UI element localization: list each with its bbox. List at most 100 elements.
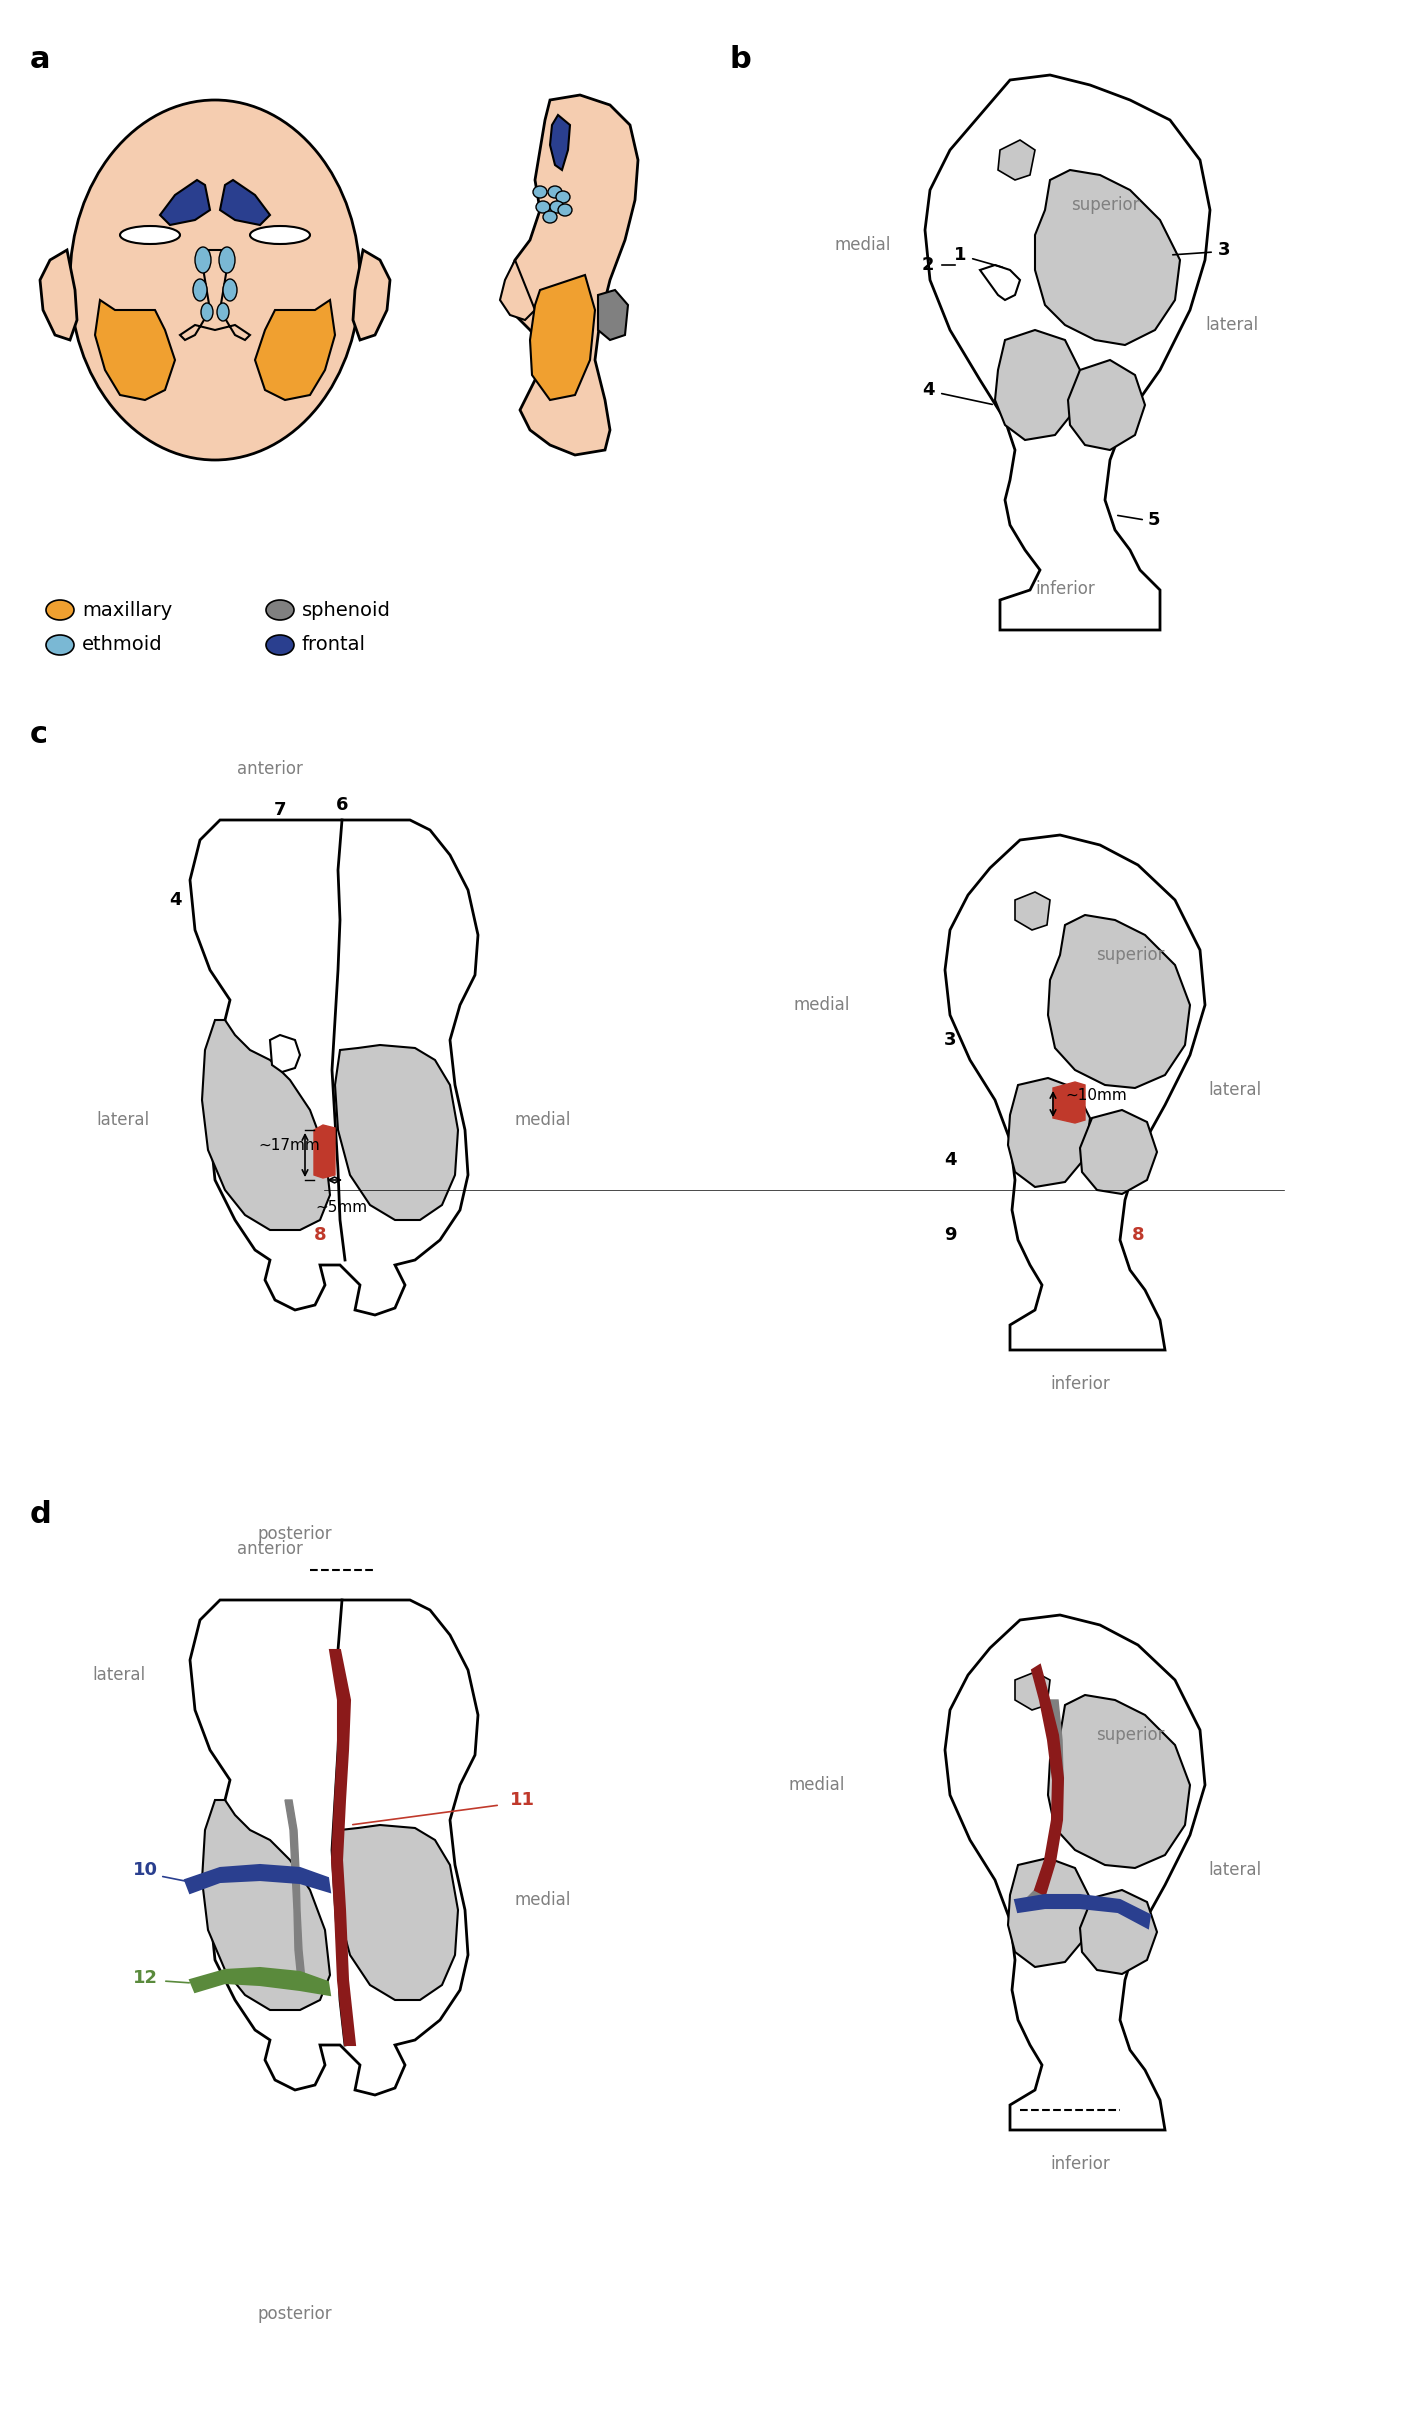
Text: b: b bbox=[731, 46, 752, 73]
Text: 8: 8 bbox=[314, 1226, 327, 1243]
Polygon shape bbox=[1047, 915, 1190, 1088]
Text: lateral: lateral bbox=[1209, 1860, 1261, 1879]
Text: ethmoid: ethmoid bbox=[81, 636, 163, 656]
Ellipse shape bbox=[557, 192, 569, 204]
Polygon shape bbox=[160, 180, 210, 226]
Ellipse shape bbox=[120, 226, 180, 243]
Polygon shape bbox=[314, 1124, 335, 1178]
Polygon shape bbox=[335, 1044, 458, 1219]
Ellipse shape bbox=[46, 636, 74, 656]
Text: 7: 7 bbox=[274, 801, 287, 818]
Text: 12: 12 bbox=[133, 1969, 157, 1986]
Text: posterior: posterior bbox=[258, 1525, 332, 1544]
Polygon shape bbox=[180, 250, 250, 340]
Polygon shape bbox=[255, 301, 335, 401]
Polygon shape bbox=[352, 250, 390, 340]
Polygon shape bbox=[1007, 1857, 1090, 1967]
Text: ~10mm: ~10mm bbox=[1065, 1088, 1127, 1102]
Text: a: a bbox=[30, 46, 50, 73]
Polygon shape bbox=[190, 821, 478, 1316]
Ellipse shape bbox=[223, 279, 237, 301]
Polygon shape bbox=[186, 1865, 330, 1894]
Text: medial: medial bbox=[789, 1775, 845, 1794]
Text: medial: medial bbox=[515, 1112, 571, 1129]
Text: superior: superior bbox=[1096, 1726, 1164, 1743]
Polygon shape bbox=[1025, 1700, 1063, 1908]
Ellipse shape bbox=[265, 636, 294, 656]
Text: ~5mm: ~5mm bbox=[315, 1199, 367, 1214]
Text: 5: 5 bbox=[1147, 510, 1160, 529]
Text: 10: 10 bbox=[133, 1860, 157, 1879]
Text: anterior: anterior bbox=[237, 1539, 303, 1559]
Text: 11: 11 bbox=[509, 1792, 535, 1809]
Polygon shape bbox=[203, 1799, 330, 2010]
Polygon shape bbox=[925, 75, 1210, 629]
Ellipse shape bbox=[265, 600, 294, 619]
Text: frontal: frontal bbox=[303, 636, 365, 656]
Text: maxillary: maxillary bbox=[81, 600, 173, 619]
Text: medial: medial bbox=[835, 236, 892, 255]
Text: 3: 3 bbox=[1219, 240, 1230, 260]
Text: lateral: lateral bbox=[1209, 1080, 1261, 1100]
Text: c: c bbox=[30, 721, 49, 748]
Text: lateral: lateral bbox=[97, 1112, 150, 1129]
Ellipse shape bbox=[548, 187, 562, 199]
Text: lateral: lateral bbox=[91, 1666, 146, 1685]
Polygon shape bbox=[220, 180, 270, 226]
Polygon shape bbox=[945, 835, 1204, 1350]
Text: d: d bbox=[30, 1501, 51, 1530]
Polygon shape bbox=[1015, 891, 1050, 930]
Polygon shape bbox=[1067, 359, 1144, 449]
Polygon shape bbox=[997, 141, 1035, 180]
Ellipse shape bbox=[46, 600, 74, 619]
Polygon shape bbox=[1080, 1110, 1157, 1195]
Polygon shape bbox=[1080, 1889, 1157, 1974]
Polygon shape bbox=[1007, 1078, 1090, 1187]
Polygon shape bbox=[1035, 170, 1180, 345]
Text: 1: 1 bbox=[953, 245, 966, 265]
Ellipse shape bbox=[534, 187, 547, 199]
Polygon shape bbox=[505, 95, 638, 454]
Ellipse shape bbox=[537, 202, 549, 214]
Text: lateral: lateral bbox=[1204, 316, 1259, 335]
Text: 4: 4 bbox=[943, 1151, 956, 1168]
Text: 6: 6 bbox=[335, 796, 348, 813]
Ellipse shape bbox=[544, 211, 557, 223]
Text: ~17mm: ~17mm bbox=[258, 1136, 320, 1153]
Text: inferior: inferior bbox=[1050, 1374, 1110, 1394]
Polygon shape bbox=[96, 301, 176, 401]
Text: 8: 8 bbox=[1132, 1226, 1144, 1243]
Ellipse shape bbox=[218, 248, 235, 272]
Polygon shape bbox=[598, 289, 628, 340]
Text: medial: medial bbox=[515, 1891, 571, 1908]
Polygon shape bbox=[190, 1969, 330, 1996]
Text: superior: superior bbox=[1070, 197, 1139, 214]
Ellipse shape bbox=[217, 304, 228, 320]
Text: 4: 4 bbox=[922, 381, 935, 398]
Polygon shape bbox=[1015, 1673, 1050, 1709]
Text: medial: medial bbox=[793, 995, 850, 1015]
Polygon shape bbox=[203, 1020, 330, 1231]
Text: posterior: posterior bbox=[258, 2304, 332, 2324]
Ellipse shape bbox=[70, 100, 360, 459]
Text: 9: 9 bbox=[943, 1226, 956, 1243]
Polygon shape bbox=[190, 1600, 478, 2095]
Ellipse shape bbox=[549, 202, 564, 214]
Polygon shape bbox=[270, 1034, 300, 1073]
Polygon shape bbox=[335, 1826, 458, 2001]
Polygon shape bbox=[1032, 1666, 1063, 1894]
Polygon shape bbox=[330, 1651, 355, 2044]
Polygon shape bbox=[499, 260, 535, 320]
Text: inferior: inferior bbox=[1035, 580, 1095, 597]
Text: superior: superior bbox=[1096, 947, 1164, 964]
Ellipse shape bbox=[558, 204, 572, 216]
Text: 4: 4 bbox=[168, 891, 181, 908]
Ellipse shape bbox=[250, 226, 310, 243]
Ellipse shape bbox=[201, 304, 213, 320]
Text: sphenoid: sphenoid bbox=[303, 600, 391, 619]
Text: 2: 2 bbox=[922, 255, 935, 274]
Polygon shape bbox=[285, 1799, 305, 1979]
Polygon shape bbox=[995, 330, 1080, 439]
Polygon shape bbox=[1047, 1695, 1190, 1867]
Ellipse shape bbox=[195, 248, 211, 272]
